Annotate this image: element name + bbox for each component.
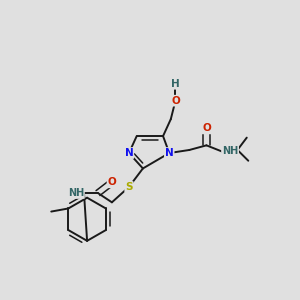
Text: N: N [124,148,133,158]
Text: H: H [171,79,180,89]
Text: O: O [107,177,116,187]
Text: S: S [125,182,133,192]
Text: NH: NH [68,188,84,198]
Text: O: O [202,123,211,134]
Text: NH: NH [222,146,238,157]
Text: O: O [171,96,180,106]
Text: N: N [165,148,174,158]
